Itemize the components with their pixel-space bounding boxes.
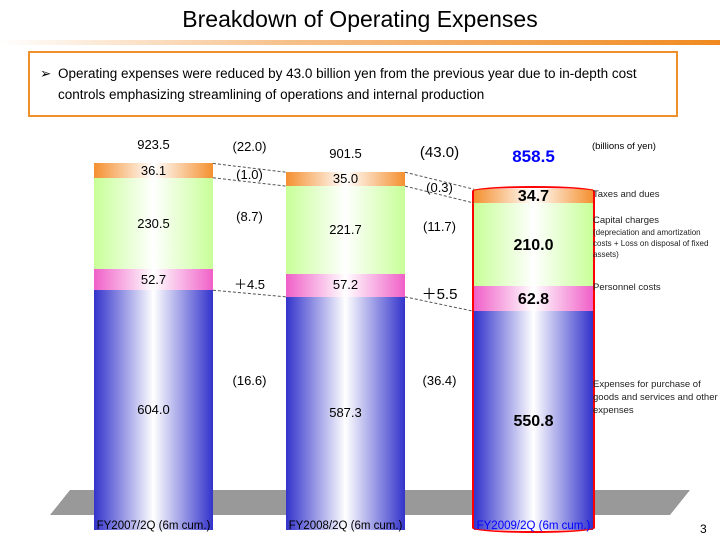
change-expenses: (16.6)	[232, 373, 267, 388]
change-personnel: ＋4.5	[233, 276, 266, 292]
value-label-expenses: 587.3	[329, 405, 362, 421]
total-label: 923.5	[137, 137, 170, 153]
total-label: 901.5	[329, 146, 362, 162]
page-number: 3	[700, 522, 707, 536]
change-expenses: (36.4)	[422, 373, 457, 388]
value-label-personnel: 57.2	[332, 277, 359, 293]
legend-personnel: Personnel costs	[593, 282, 661, 293]
bar-segment-personnel	[94, 269, 213, 291]
highlight-frame	[472, 186, 595, 533]
x-tick-label: FY2007/2Q (6m cum.)	[96, 520, 211, 532]
bar-segment-expenses	[286, 296, 405, 530]
total-label: 858.5	[512, 147, 555, 167]
summary-text: Operating expenses were reduced by 43.0 …	[58, 66, 637, 102]
x-tick-label: FY2009/2Q (6m cum.)	[476, 520, 591, 532]
bar-segment-taxes	[286, 172, 405, 187]
value-label-personnel: 52.7	[140, 271, 167, 287]
value-label-capital: 221.7	[329, 222, 362, 238]
bar-segment-expenses	[94, 290, 213, 530]
value-label-expenses: 604.0	[137, 402, 170, 418]
change-capital: (11.7)	[423, 219, 456, 235]
legend-expenses: Expenses for purchase of goods and servi…	[593, 379, 718, 416]
bar-segment-taxes	[94, 163, 213, 178]
page-title: Breakdown of Operating Expenses	[182, 6, 538, 32]
x-tick-label: FY2008/2Q (6m cum.)	[288, 520, 403, 532]
change-personnel: ＋5.5	[421, 286, 458, 304]
title-rule	[0, 40, 720, 45]
bar-segment-capital	[286, 186, 405, 275]
change-total: (43.0)	[419, 144, 460, 162]
change-taxes: (1.0)	[236, 166, 263, 182]
change-taxes: (0.3)	[426, 179, 453, 195]
legend-capital-sub: (depreciation and amortization costs + L…	[593, 228, 709, 259]
value-label-taxes: 36.1	[140, 162, 167, 178]
legend-taxes: Taxes and dues	[593, 189, 660, 200]
legend-capital: Capital charges (depreciation and amortiz…	[593, 214, 718, 260]
value-label-taxes: 35.0	[332, 171, 359, 187]
change-capital: (8.7)	[236, 208, 263, 224]
value-label-capital: 230.5	[137, 215, 170, 231]
summary-box: ➢ Operating expenses were reduced by 43.…	[28, 51, 678, 117]
legend-capital-name: Capital charges	[593, 215, 660, 226]
bullet-arrow-icon: ➢	[40, 66, 52, 81]
unit-label: (billions of yen)	[592, 141, 656, 152]
bar-segment-personnel	[286, 274, 405, 297]
change-total: (22.0)	[232, 139, 267, 155]
bar-segment-capital	[94, 177, 213, 270]
